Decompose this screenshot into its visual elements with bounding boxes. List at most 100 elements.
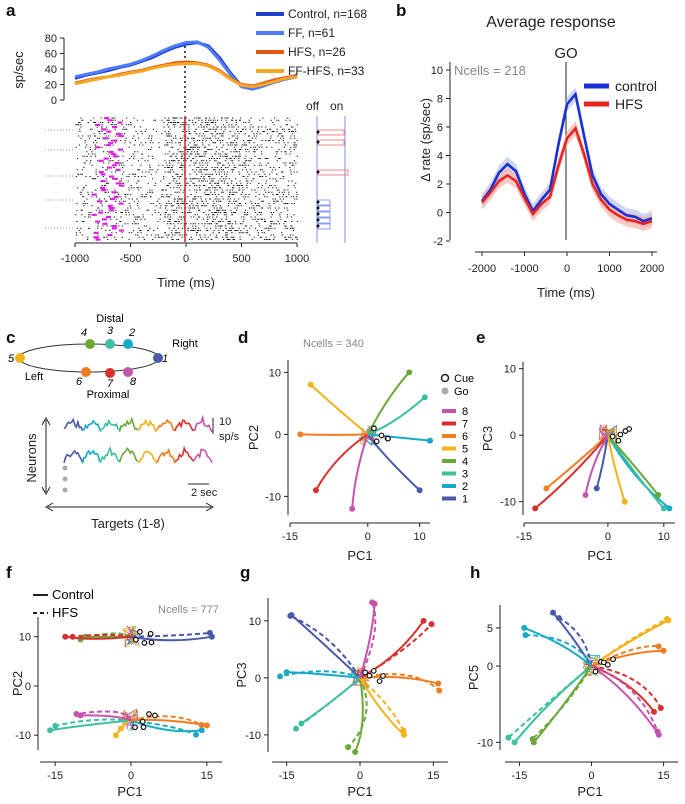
d-trajectory (367, 396, 426, 436)
g-ytick-label: 10 (249, 616, 261, 628)
e-trajectory (607, 434, 665, 509)
d-cue-point (371, 425, 377, 432)
d-endpoint (307, 381, 314, 388)
g-xlabel: PC1 (347, 784, 372, 799)
c-trace-segment (174, 419, 195, 432)
b-ytick-label: -2 (433, 236, 443, 248)
c-trace-segment (118, 416, 139, 432)
d-legend-go: Go (454, 386, 469, 398)
a-cue-mark (98, 159, 104, 162)
b-ncells: Ncells = 218 (454, 63, 526, 78)
a-cue-mark (112, 177, 118, 180)
a-cue-mark (113, 155, 119, 158)
g-endpoint-hfs (436, 687, 443, 694)
f-xtick-label: 15 (201, 770, 213, 782)
a-yticks: 80 60 40 20 0 (45, 33, 64, 107)
c-target-6 (81, 367, 91, 377)
h-trajectory-hfs (591, 665, 662, 709)
f-ytick-label: 10 (19, 632, 31, 644)
g-endpoint (401, 731, 407, 738)
f-trajectory-hfs (130, 631, 211, 638)
f-trajectory-hfs (130, 719, 197, 736)
a-cue-mark (91, 193, 97, 196)
a-cue-mark (109, 209, 115, 212)
d-ylabel: PC2 (246, 425, 261, 450)
a-cue-mark (109, 198, 115, 201)
a-ytick-label: 80 (45, 33, 57, 45)
h-cue-point (610, 656, 617, 663)
c-trace-segment (81, 449, 102, 464)
g-trajectory (359, 620, 425, 679)
g-trajectory (290, 614, 361, 679)
b-series-line-1 (481, 125, 653, 226)
f-cue-point (132, 724, 138, 731)
b-yticks: 10 8 6 4 2 0 -2 (431, 65, 450, 248)
f-endpoint (112, 732, 119, 739)
c-ylabel: Neurons (24, 433, 39, 483)
c-target-label: 8 (130, 376, 137, 388)
g-trajectory (359, 677, 405, 736)
a-cue-mark (94, 146, 100, 149)
d-xlabel: PC1 (347, 548, 372, 563)
b-ytick-label: 6 (437, 122, 443, 134)
g-xtick-label: -15 (279, 770, 295, 782)
b-xtick-label: 1000 (597, 263, 621, 275)
c-distal: Distal (96, 313, 124, 325)
a-onoff-bar (317, 205, 331, 212)
panel-label-a: a (6, 1, 16, 20)
a-cue-mark (107, 204, 113, 207)
a-xtick-label: 500 (232, 253, 250, 265)
a-onoff-bar (317, 139, 345, 146)
d-legend-label: 1 (462, 494, 468, 506)
g-xtick-label: 0 (357, 770, 363, 782)
a-cue-mark (108, 207, 114, 210)
panel-label-d: d (238, 328, 248, 347)
b-xtick-label: 2000 (640, 263, 664, 275)
a-cue-mark (98, 171, 104, 174)
a-onoff-dot (316, 206, 320, 210)
d-legend-label: 3 (462, 469, 468, 481)
a-xtick-label: -500 (119, 253, 141, 265)
b-ytick-label: 2 (437, 179, 443, 191)
h-cue-point (604, 661, 611, 668)
a-cue-mark (106, 216, 112, 219)
c-dot-3 (62, 487, 68, 493)
h-xlabel: PC1 (577, 784, 602, 799)
a-ytick-label: 0 (51, 95, 57, 107)
panel-label-c: c (6, 328, 15, 347)
g-ytick-label: -10 (245, 730, 261, 742)
d-legend-label: 2 (462, 481, 468, 493)
g-xtick-label: 15 (427, 770, 439, 782)
a-ytick-label: 60 (45, 49, 57, 61)
d-legend-label: 6 (462, 431, 468, 443)
f-trajectory-hfs (76, 710, 132, 721)
f-ytick-label: -10 (15, 730, 31, 742)
a-legend-control: Control, n=168 (288, 7, 367, 21)
c-dot-1 (62, 465, 68, 471)
a-cue-mark (98, 211, 104, 214)
c-targets-arrowheads (44, 502, 215, 512)
a-xtick-label: 1000 (285, 253, 309, 265)
a-cue-mark (108, 141, 114, 144)
f-ylabel: PC2 (10, 671, 25, 696)
c-target-label: 5 (8, 353, 15, 365)
panel-label-e: e (476, 328, 485, 347)
a-onoff-bar (317, 129, 345, 136)
a-onoff-dot (316, 200, 320, 204)
d-endpoint (416, 487, 423, 494)
b-ytick-label: 0 (437, 208, 443, 220)
a-raster (45, 117, 298, 241)
a-cue-mark (106, 144, 112, 147)
b-legend: control HFS (584, 78, 657, 112)
c-neurons-arrowheads (41, 416, 51, 496)
a-xtick-label: -1000 (61, 253, 89, 265)
e-xtick-label: 10 (658, 531, 670, 543)
a-onoff-dot (316, 212, 320, 216)
e-endpoint (621, 498, 628, 505)
f-trajectory-hfs (130, 715, 203, 726)
b-legend-hfs: HFS (615, 96, 643, 112)
f-xlabel: PC1 (117, 784, 142, 799)
f-trajectory (49, 719, 132, 732)
h-endpoint (655, 731, 662, 738)
